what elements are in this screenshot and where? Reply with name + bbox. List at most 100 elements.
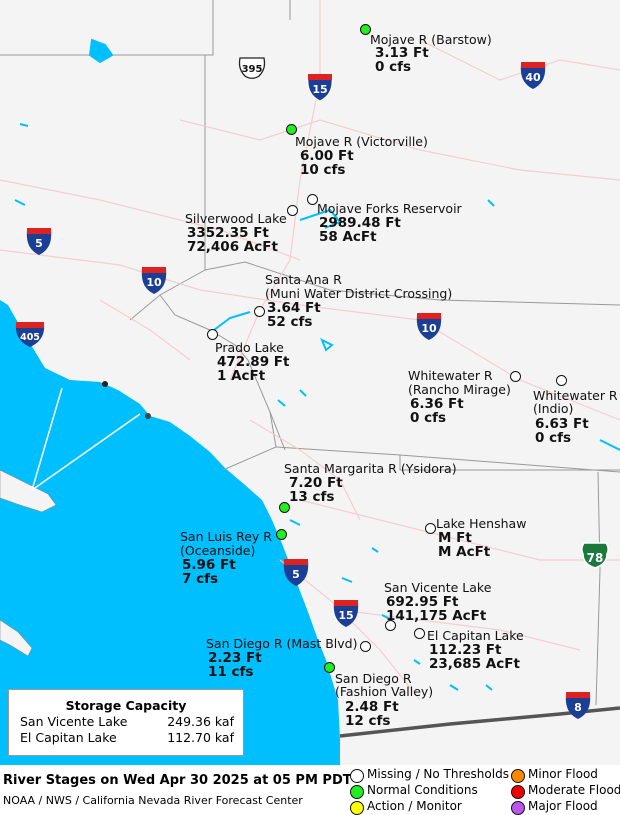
station-value-san-diego-fv-flow: 12 cfs xyxy=(345,713,391,729)
storage-row: El Capitan Lake 112.70 kaf xyxy=(20,730,234,745)
station-subname-santa-ana: (Muni Water District Crossing) xyxy=(265,286,453,301)
station-value-san-luis-rey-stage: 5.96 Ft xyxy=(182,557,236,573)
station-marker-santa-margarita[interactable] xyxy=(279,502,290,513)
station-marker-el-capitan[interactable] xyxy=(414,628,425,639)
station-marker-mojave-forks[interactable] xyxy=(307,194,318,205)
station-marker-san-luis-rey[interactable] xyxy=(276,529,287,540)
station-marker-mojave-victorville[interactable] xyxy=(286,124,297,135)
svg-text:40: 40 xyxy=(525,71,541,84)
svg-text:15: 15 xyxy=(312,83,327,96)
station-value-el-capitan-stage: 112.23 Ft xyxy=(429,642,502,658)
station-value-san-diego-fv-stage: 2.48 Ft xyxy=(345,699,399,715)
station-name-whitewater-rm: Whitewater R xyxy=(408,368,493,383)
station-value-san-vicente-storage: 141,175 AcFt xyxy=(386,608,487,624)
storage-row-name: San Vicente Lake xyxy=(20,714,128,729)
interstate-15-south-shield-icon: 15 xyxy=(333,600,359,627)
station-marker-whitewater-rm[interactable] xyxy=(510,371,521,382)
station-name-santa-margarita: Santa Margarita R (Ysidora) xyxy=(284,461,457,476)
interstate-5-north-shield-icon: 5 xyxy=(26,228,52,255)
legend-missing-dot-icon xyxy=(350,769,364,783)
legend-normal-dot-icon xyxy=(350,785,364,799)
station-value-santa-margarita-stage: 7.20 Ft xyxy=(289,475,343,491)
storage-row-value: 249.36 kaf xyxy=(167,714,234,729)
svg-text:78: 78 xyxy=(587,551,604,565)
station-subname-whitewater-rm: (Rancho Mirage) xyxy=(408,382,511,397)
station-marker-silverwood[interactable] xyxy=(287,205,298,216)
station-value-mojave-forks-storage: 58 AcFt xyxy=(319,229,377,245)
storage-row-name: El Capitan Lake xyxy=(20,730,117,745)
interstate-15-north-shield-icon: 15 xyxy=(307,74,333,102)
station-marker-lake-henshaw[interactable] xyxy=(425,523,436,534)
station-value-mojave-victorville-flow: 10 cfs xyxy=(300,162,346,178)
station-name-santa-ana: Santa Ana R xyxy=(265,272,342,287)
station-marker-san-diego-fv[interactable] xyxy=(324,662,335,673)
storage-capacity-title: Storage Capacity xyxy=(65,698,187,713)
station-value-mojave-victorville-stage: 6.00 Ft xyxy=(300,148,354,164)
legend-label: Normal Conditions xyxy=(367,783,478,797)
pacific-ocean xyxy=(0,300,340,765)
station-value-santa-ana-stage: 3.64 Ft xyxy=(267,300,321,316)
us-395-shield-icon: 395 xyxy=(238,57,266,79)
station-value-prado-stage: 472.89 Ft xyxy=(217,354,290,370)
station-value-lake-henshaw-storage: M AcFt xyxy=(438,544,491,560)
station-name-san-vicente: San Vicente Lake xyxy=(384,580,492,595)
station-name-mojave-victorville: Mojave R (Victorville) xyxy=(295,134,428,149)
storage-row-value: 112.70 kaf xyxy=(167,730,234,745)
station-value-prado-storage: 1 AcFt xyxy=(217,368,266,384)
station-value-whitewater-rm-flow: 0 cfs xyxy=(410,410,447,426)
svg-text:5: 5 xyxy=(35,237,43,250)
station-value-mojave-forks-stage: 2989.48 Ft xyxy=(319,215,401,231)
legend-action-dot-icon xyxy=(350,801,364,815)
interstate-10-east-shield-icon: 10 xyxy=(416,313,442,340)
legend-moderate-dot-icon xyxy=(511,785,525,799)
basemap xyxy=(0,0,620,765)
storage-capacity-panel: Storage Capacity San Vicente Lake 249.36… xyxy=(8,689,244,756)
map-footer: River Stages on Wed Apr 30 2025 at 05 PM… xyxy=(0,765,620,815)
station-value-whitewater-rm-stage: 6.36 Ft xyxy=(410,396,464,412)
station-value-silverwood-stage: 3352.35 Ft xyxy=(187,225,269,241)
station-value-san-vicente-stage: 692.95 Ft xyxy=(386,594,459,610)
station-marker-whitewater-indio[interactable] xyxy=(556,375,567,386)
station-value-san-luis-rey-flow: 7 cfs xyxy=(182,571,219,587)
legend-label: Missing / No Thresholds xyxy=(367,767,509,781)
station-value-santa-margarita-flow: 13 cfs xyxy=(289,489,335,505)
map-title: River Stages on Wed Apr 30 2025 at 05 PM… xyxy=(3,773,352,788)
station-value-el-capitan-storage: 23,685 AcFt xyxy=(429,656,520,672)
station-value-whitewater-indio-stage: 6.63 Ft xyxy=(535,416,589,432)
svg-text:10: 10 xyxy=(421,322,437,335)
legend-label: Action / Monitor xyxy=(367,799,462,813)
california-78-shield-icon: 78 xyxy=(581,542,609,569)
legend-label: Minor Flood xyxy=(528,767,598,781)
station-name-mojave-forks: Mojave Forks Reservoir xyxy=(317,201,462,216)
svg-text:15: 15 xyxy=(338,609,353,622)
station-value-lake-henshaw-stage: M Ft xyxy=(438,530,472,546)
map-area[interactable]: Mojave R (Barstow) 3.13 Ft 0 cfs Mojave … xyxy=(0,0,620,765)
station-marker-san-diego-mast[interactable] xyxy=(360,641,371,652)
interstate-8-shield-icon: 8 xyxy=(565,692,591,719)
santa-catalina-island xyxy=(0,469,57,513)
station-subname-san-diego-fv: (Fashion Valley) xyxy=(335,684,434,699)
interstate-40-shield-icon: 40 xyxy=(520,62,546,89)
station-subname-san-luis-rey: (Oceanside) xyxy=(180,543,256,558)
station-marker-santa-ana[interactable] xyxy=(254,306,265,317)
interstate-405-shield-icon: 405 xyxy=(15,322,45,347)
interstate-5-south-shield-icon: 5 xyxy=(283,559,309,586)
svg-text:405: 405 xyxy=(20,332,40,343)
station-marker-mojave-barstow[interactable] xyxy=(360,24,371,35)
station-name-san-diego-mast: San Diego R (Mast Blvd) xyxy=(206,636,358,651)
legend-label: Moderate Flood xyxy=(528,783,620,797)
station-value-whitewater-indio-flow: 0 cfs xyxy=(535,430,572,446)
station-value-san-diego-mast-stage: 2.23 Ft xyxy=(208,650,262,666)
station-marker-prado[interactable] xyxy=(207,329,218,340)
station-name-lake-henshaw: Lake Henshaw xyxy=(436,516,527,531)
legend-label: Major Flood xyxy=(528,799,598,813)
station-value-santa-ana-flow: 52 cfs xyxy=(267,314,313,330)
station-value-san-diego-mast-flow: 11 cfs xyxy=(208,664,254,680)
station-name-el-capitan: El Capitan Lake xyxy=(427,628,524,643)
station-marker-san-vicente[interactable] xyxy=(385,620,396,631)
svg-text:10: 10 xyxy=(146,276,162,289)
legend-minor-dot-icon xyxy=(511,769,525,783)
svg-text:8: 8 xyxy=(574,701,582,714)
station-value-silverwood-storage: 72,406 AcFt xyxy=(187,239,278,255)
san-clemente-island xyxy=(0,619,33,657)
